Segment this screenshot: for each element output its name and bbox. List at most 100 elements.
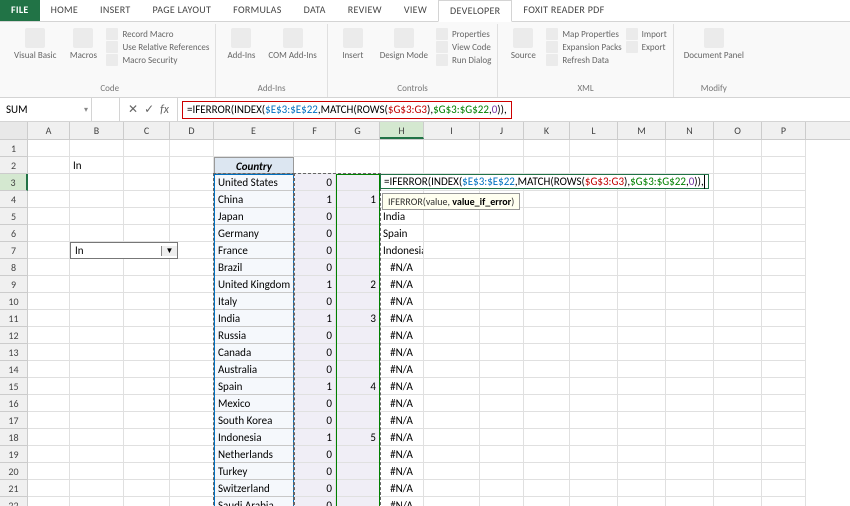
cell-A1[interactable] [28, 140, 70, 157]
cell-L13[interactable] [570, 344, 618, 361]
cell-K14[interactable] [524, 361, 570, 378]
col-header-P[interactable]: P [762, 122, 806, 139]
col-header-H[interactable]: H [380, 122, 424, 139]
map-properties-button[interactable]: Map Properties [546, 28, 621, 40]
cell-H11[interactable]: #N/A [380, 310, 424, 327]
cell-O7[interactable] [714, 242, 762, 259]
cell-O9[interactable] [714, 276, 762, 293]
cell-C20[interactable] [124, 463, 170, 480]
cell-A18[interactable] [28, 429, 70, 446]
cell-M7[interactable] [618, 242, 666, 259]
cell-H15[interactable]: #N/A [380, 378, 424, 395]
cell-P11[interactable] [762, 310, 806, 327]
cell-M14[interactable] [618, 361, 666, 378]
fx-icon[interactable]: fx [160, 103, 169, 117]
col-header-L[interactable]: L [570, 122, 618, 139]
cell-P10[interactable] [762, 293, 806, 310]
tab-review[interactable]: REVIEW [337, 0, 393, 21]
cell-A19[interactable] [28, 446, 70, 463]
cell-O2[interactable] [714, 157, 762, 174]
export-button[interactable]: Export [626, 41, 667, 53]
row-header[interactable]: 20 [0, 463, 28, 480]
row-header[interactable]: 7 [0, 242, 28, 259]
cell-I21[interactable] [424, 480, 480, 497]
cell-M1[interactable] [618, 140, 666, 157]
cell-O1[interactable] [714, 140, 762, 157]
cell-K16[interactable] [524, 395, 570, 412]
cell-P13[interactable] [762, 344, 806, 361]
row-header[interactable]: 21 [0, 480, 28, 497]
cell-P16[interactable] [762, 395, 806, 412]
cell-F12[interactable]: 0 [294, 327, 336, 344]
cell-N17[interactable] [666, 412, 714, 429]
cell-G9[interactable]: 2 [336, 276, 380, 293]
cell-G5[interactable] [336, 208, 380, 225]
cell-P22[interactable] [762, 497, 806, 506]
cell-O11[interactable] [714, 310, 762, 327]
cell-M20[interactable] [618, 463, 666, 480]
cell-O21[interactable] [714, 480, 762, 497]
cell-N11[interactable] [666, 310, 714, 327]
cell-L15[interactable] [570, 378, 618, 395]
cell-C6[interactable] [124, 225, 170, 242]
cell-N13[interactable] [666, 344, 714, 361]
cell-P14[interactable] [762, 361, 806, 378]
col-header-E[interactable]: E [214, 122, 294, 139]
cell-I7[interactable] [424, 242, 480, 259]
cell-B2[interactable]: In [70, 157, 124, 174]
refresh-data-button[interactable]: Refresh Data [546, 54, 621, 66]
col-header-J[interactable]: J [480, 122, 524, 139]
cell-N18[interactable] [666, 429, 714, 446]
cell-D19[interactable] [170, 446, 214, 463]
cell-O22[interactable] [714, 497, 762, 506]
col-header-O[interactable]: O [714, 122, 762, 139]
cell-P15[interactable] [762, 378, 806, 395]
cell-E2[interactable]: Country [214, 157, 294, 174]
import-button[interactable]: Import [626, 28, 667, 40]
cell-B8[interactable] [70, 259, 124, 276]
cell-D8[interactable] [170, 259, 214, 276]
cell-J8[interactable] [480, 259, 524, 276]
cell-O20[interactable] [714, 463, 762, 480]
cell-G19[interactable] [336, 446, 380, 463]
cell-L6[interactable] [570, 225, 618, 242]
name-box[interactable]: SUM [0, 98, 92, 121]
cell-I19[interactable] [424, 446, 480, 463]
cell-N5[interactable] [666, 208, 714, 225]
cell-P20[interactable] [762, 463, 806, 480]
cell-M15[interactable] [618, 378, 666, 395]
cell-P6[interactable] [762, 225, 806, 242]
cell-N19[interactable] [666, 446, 714, 463]
cell-B6[interactable] [70, 225, 124, 242]
cell-M13[interactable] [618, 344, 666, 361]
cell-K1[interactable] [524, 140, 570, 157]
cell-C18[interactable] [124, 429, 170, 446]
cell-I2[interactable] [424, 157, 480, 174]
cell-L19[interactable] [570, 446, 618, 463]
cell-L16[interactable] [570, 395, 618, 412]
cell-J16[interactable] [480, 395, 524, 412]
cell-L21[interactable] [570, 480, 618, 497]
cell-O14[interactable] [714, 361, 762, 378]
run-dialog-button[interactable]: Run Dialog [436, 54, 491, 66]
cell-K8[interactable] [524, 259, 570, 276]
cell-G12[interactable] [336, 327, 380, 344]
col-header-G[interactable]: G [336, 122, 380, 139]
cell-P2[interactable] [762, 157, 806, 174]
cell-J5[interactable] [480, 208, 524, 225]
cell-K11[interactable] [524, 310, 570, 327]
cell-P3[interactable] [762, 174, 806, 191]
cell-G6[interactable] [336, 225, 380, 242]
cell-C15[interactable] [124, 378, 170, 395]
cell-M9[interactable] [618, 276, 666, 293]
cell-O12[interactable] [714, 327, 762, 344]
cell-C9[interactable] [124, 276, 170, 293]
cell-L8[interactable] [570, 259, 618, 276]
cell-L9[interactable] [570, 276, 618, 293]
source-button[interactable]: Source [504, 26, 542, 82]
cell-A22[interactable] [28, 497, 70, 506]
row-header[interactable]: 1 [0, 140, 28, 157]
cell-C19[interactable] [124, 446, 170, 463]
tab-file[interactable]: FILE [0, 0, 40, 21]
row-header[interactable]: 12 [0, 327, 28, 344]
